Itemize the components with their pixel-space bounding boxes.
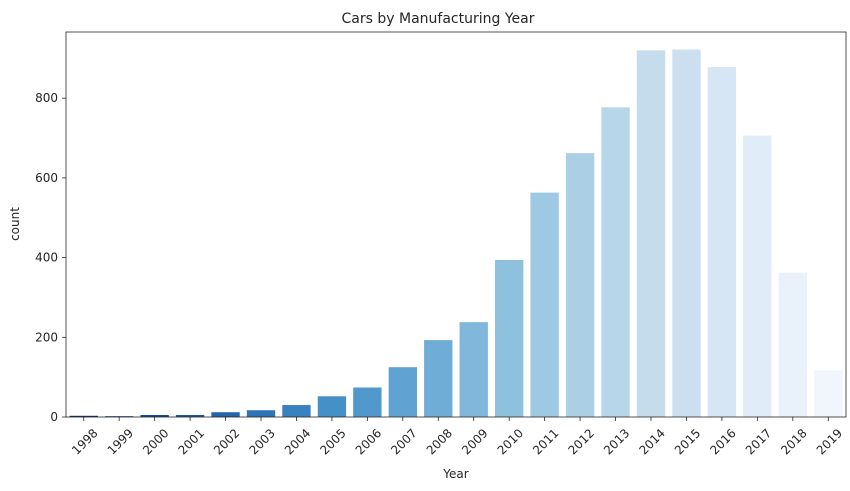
x-tick-label: 2000 <box>140 426 171 457</box>
x-tick-label: 2016 <box>707 426 738 457</box>
x-tick-label: 1998 <box>69 426 100 457</box>
bar-2004 <box>282 405 311 417</box>
bar-2019 <box>814 370 843 417</box>
y-tick-label: 0 <box>50 410 58 424</box>
bar-2014 <box>636 50 666 417</box>
bar-2017 <box>743 135 772 418</box>
x-tick-label: 2008 <box>424 426 455 457</box>
bars-group <box>69 49 843 418</box>
x-tick-label: 2001 <box>176 426 207 457</box>
bar-2001 <box>175 415 205 417</box>
x-tick-label: 2017 <box>743 426 774 457</box>
bar-2008 <box>424 340 453 417</box>
x-tick-label: 2004 <box>282 426 313 457</box>
x-tick-label: 2019 <box>814 426 845 457</box>
y-axis-label: count <box>8 207 22 241</box>
x-axis: 1998 1999 2000 2001 2002 2003 2004 2005 2006 2007… <box>69 417 845 458</box>
bar-2015 <box>672 49 701 418</box>
x-tick-label: 2013 <box>601 426 632 457</box>
x-tick-label: 2015 <box>672 426 703 457</box>
bar-2010 <box>495 259 524 417</box>
x-tick-label: 2007 <box>388 426 419 457</box>
x-tick-label: 2002 <box>211 426 242 457</box>
y-tick-label: 600 <box>35 171 58 185</box>
bar-2012 <box>565 153 595 417</box>
bar-2000 <box>140 415 169 417</box>
bar-2018 <box>778 272 807 417</box>
chart-title: Cars by Manufacturing Year <box>342 11 535 27</box>
x-tick-label: 2003 <box>246 426 277 457</box>
bar-2002 <box>211 412 240 417</box>
x-tick-label: 2014 <box>636 426 667 457</box>
bar-2005 <box>317 396 347 417</box>
x-tick-label: 2010 <box>495 426 526 457</box>
x-tick-label: 2011 <box>530 426 561 457</box>
bar-2011 <box>530 192 559 417</box>
bar-2016 <box>707 67 737 418</box>
x-axis-label: Year <box>442 467 468 481</box>
bar-2007 <box>388 367 417 417</box>
y-tick-label: 400 <box>35 251 58 265</box>
bar-1998 <box>69 415 98 417</box>
y-axis: 0 200 400 600 800 <box>35 91 66 424</box>
x-tick-label: 2006 <box>353 426 384 457</box>
plot-frame <box>65 31 847 418</box>
bar-2013 <box>601 107 630 418</box>
x-tick-label: 2005 <box>317 426 348 457</box>
bar-2006 <box>353 387 382 417</box>
bar-2003 <box>246 410 276 417</box>
x-tick-label: 2012 <box>566 426 597 457</box>
y-tick-label: 800 <box>35 91 58 105</box>
y-tick-label: 200 <box>35 330 58 344</box>
x-tick-label: 1999 <box>105 426 136 457</box>
x-tick-label: 2018 <box>778 426 809 457</box>
x-tick-label: 2009 <box>459 426 490 457</box>
bar-2009 <box>459 322 488 417</box>
